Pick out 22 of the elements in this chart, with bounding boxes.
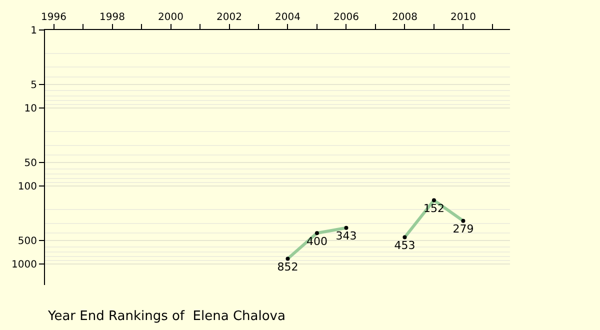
x-tick-label: 1998 [100, 12, 125, 23]
data-label: 400 [306, 234, 328, 248]
y-tick-label: 5 [30, 80, 37, 92]
text: Year End Rankings of Elena Chalova [47, 309, 286, 324]
data-label: 279 [452, 222, 474, 236]
x-tick-label: 2000 [158, 12, 184, 23]
x-tick-label: 1996 [41, 12, 66, 23]
data-label: 152 [423, 202, 444, 216]
y-tick-label: 1000 [12, 260, 37, 271]
y-tick-label: 100 [18, 182, 37, 193]
data-label: 453 [394, 239, 416, 252]
y-tick-label: 10 [24, 104, 37, 115]
data-label: 343 [336, 230, 357, 243]
y-tick-label: 500 [18, 236, 37, 248]
x-tick-label: 2008 [392, 12, 418, 23]
x-tick-label: 2010 [450, 12, 476, 23]
y-tick-label: 1 [30, 26, 37, 36]
y-tick-label: 50 [24, 158, 37, 170]
x-tick-label: 2002 [216, 12, 242, 23]
x-tick-label: 2004 [275, 12, 300, 23]
x-tick-label: 2006 [334, 12, 359, 23]
data-label: 852 [277, 260, 298, 274]
